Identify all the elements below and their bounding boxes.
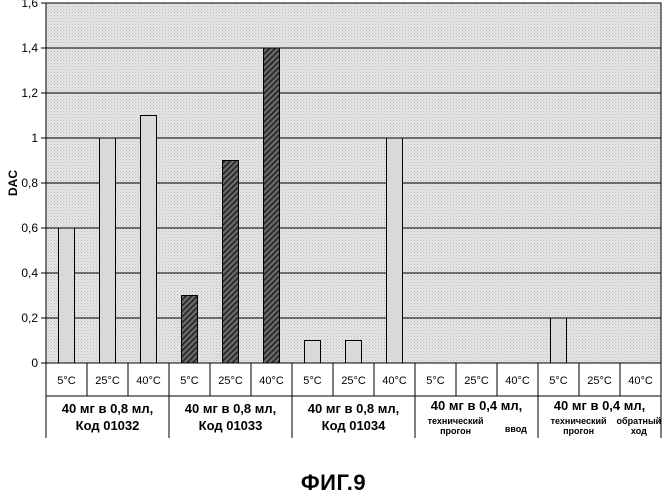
bar: [58, 227, 75, 364]
bar: [99, 137, 116, 364]
category-label: 25°C: [95, 375, 120, 387]
group-label: Код 01034: [322, 418, 386, 433]
category-label: 5°C: [549, 375, 568, 387]
y-tick-label: 1,4: [21, 41, 38, 55]
category-label: 25°C: [464, 375, 489, 387]
category-label: 5°C: [57, 375, 76, 387]
y-tick-label: 0,4: [21, 266, 38, 280]
group-label: 40 мг в 0,8 мл,: [185, 401, 277, 416]
category-label: 5°C: [303, 375, 322, 387]
category-label: 40°C: [259, 375, 284, 387]
group-label: Код 01032: [76, 418, 140, 433]
bar: [345, 340, 362, 364]
bar: [222, 160, 239, 364]
y-axis-label: DAC: [6, 170, 20, 196]
bar: [140, 115, 157, 364]
group-sublabel: прогон: [563, 426, 594, 436]
group-sublabel: технический: [428, 416, 484, 426]
bar: [181, 295, 198, 364]
group-sublabel: ход: [631, 426, 647, 436]
y-tick-label: 0,2: [21, 311, 38, 325]
group-sublabel: обратный: [617, 416, 662, 426]
figure-caption: ФИГ.9: [300, 470, 367, 495]
y-tick-label: 1: [31, 131, 38, 145]
group-sublabel: прогон: [440, 426, 471, 436]
category-label: 25°C: [218, 375, 243, 387]
bar-chart: 0 0,2 0,4 0,6 0,8 1 1,2 1,4 1,6 DAC 5°C 25°C 40°C 5°C…: [6, 0, 662, 438]
y-tick-label: 0,8: [21, 176, 38, 190]
group-title: 40 мг в 0,4 мл,: [431, 398, 523, 413]
bar: [304, 340, 321, 364]
group-label: Код 01033: [199, 418, 263, 433]
group-label: 40 мг в 0,8 мл,: [308, 401, 400, 416]
category-label: 40°C: [136, 375, 161, 387]
category-label: 5°C: [180, 375, 199, 387]
category-label: 40°C: [505, 375, 530, 387]
group-label: 40 мг в 0,8 мл,: [62, 401, 154, 416]
y-tick-label: 1,6: [21, 0, 38, 10]
y-tick-label: 1,2: [21, 86, 38, 100]
bar: [263, 47, 280, 364]
y-tick-label: 0: [31, 356, 38, 370]
group-title: 40 мг в 0,4 мл,: [554, 398, 646, 413]
y-tick-label: 0,6: [21, 221, 38, 235]
bar: [550, 317, 567, 364]
category-label: 5°C: [426, 375, 445, 387]
category-label: 40°C: [382, 375, 407, 387]
category-label: 25°C: [587, 375, 612, 387]
group-sublabel: ввод: [505, 424, 527, 434]
bar: [386, 137, 403, 364]
category-label: 25°C: [341, 375, 366, 387]
group-sublabel: технический: [551, 416, 607, 426]
category-label: 40°C: [628, 375, 653, 387]
